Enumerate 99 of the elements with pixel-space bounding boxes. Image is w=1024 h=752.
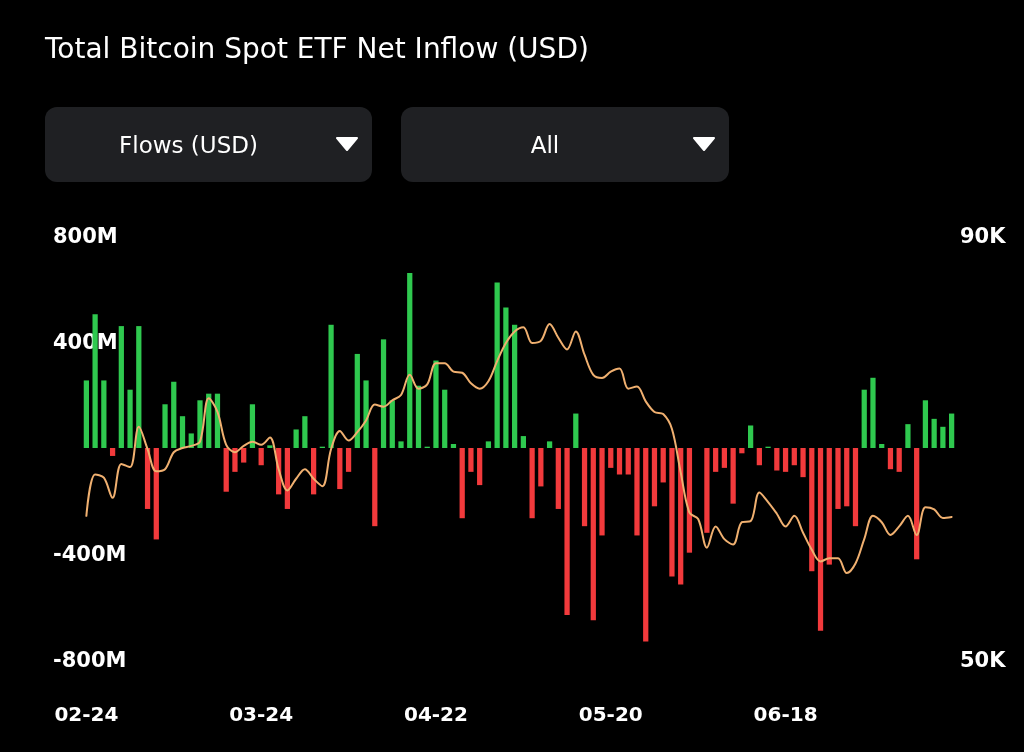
bar xyxy=(669,448,675,577)
bar xyxy=(625,448,631,475)
bar xyxy=(136,326,142,448)
bar xyxy=(284,448,291,509)
bar xyxy=(922,400,929,448)
bar xyxy=(450,444,457,448)
bar xyxy=(179,416,186,448)
bar xyxy=(127,389,133,448)
bar xyxy=(940,426,946,448)
bar xyxy=(800,448,806,478)
bar xyxy=(599,448,605,536)
bar xyxy=(608,448,614,468)
bar xyxy=(852,448,859,527)
bar xyxy=(398,441,404,448)
x-tick-label: 02-24 xyxy=(54,702,119,726)
bar xyxy=(826,448,832,565)
bar xyxy=(485,441,492,448)
x-tick-label: 04-22 xyxy=(403,702,468,726)
bar xyxy=(468,448,474,472)
bar xyxy=(782,448,789,472)
bar xyxy=(302,416,308,448)
y-tick-label: 800M xyxy=(53,224,118,248)
bar xyxy=(835,448,841,509)
bar xyxy=(354,353,360,448)
x-tick-label: 06-18 xyxy=(753,702,818,726)
bar xyxy=(581,448,588,527)
bar xyxy=(879,444,885,448)
bar xyxy=(372,448,378,527)
bar xyxy=(538,448,544,487)
bar xyxy=(380,339,387,448)
bar xyxy=(704,448,710,533)
bar xyxy=(477,448,483,486)
bar xyxy=(459,448,465,519)
bar xyxy=(651,448,658,507)
bar xyxy=(520,436,526,448)
bar xyxy=(293,429,299,448)
bar xyxy=(415,385,422,448)
bar xyxy=(223,448,229,492)
chart-title: Total Bitcoin Spot ETF Net Inflow (USD) xyxy=(45,32,589,65)
bar xyxy=(442,389,448,448)
bar xyxy=(512,324,518,448)
bar xyxy=(660,448,666,483)
bar xyxy=(153,448,159,540)
bar xyxy=(817,448,824,631)
bar xyxy=(407,273,413,448)
bar xyxy=(555,448,561,509)
bar xyxy=(887,448,894,470)
bar xyxy=(83,380,89,448)
bar xyxy=(258,448,264,466)
bar xyxy=(949,413,955,448)
bar xyxy=(931,418,937,448)
bar xyxy=(756,448,762,466)
bar xyxy=(328,324,334,448)
y2-tick-label: 90K xyxy=(960,224,1007,248)
y2-tick-label: 50K xyxy=(960,648,1007,672)
bar xyxy=(101,380,107,448)
bar xyxy=(162,404,168,448)
dropdown-field: All xyxy=(401,107,729,182)
bar xyxy=(529,448,535,519)
bar xyxy=(686,448,693,553)
bar xyxy=(494,282,500,448)
bar xyxy=(171,381,177,448)
bar xyxy=(564,448,570,615)
bar xyxy=(870,377,876,448)
y-tick-label: -800M xyxy=(53,648,127,672)
bar xyxy=(905,424,911,448)
bar xyxy=(109,448,116,456)
bar xyxy=(844,448,850,507)
bar xyxy=(267,445,273,448)
dropdown-field: Flows (USD) xyxy=(45,107,372,182)
bar xyxy=(713,448,719,472)
bar xyxy=(861,389,867,448)
bar xyxy=(503,307,509,448)
y-tick-label: -400M xyxy=(53,542,127,566)
bar xyxy=(573,413,579,448)
bar xyxy=(634,448,640,536)
bar xyxy=(249,404,256,448)
bar xyxy=(730,448,736,504)
bar xyxy=(389,400,395,448)
bar xyxy=(774,448,780,471)
bar xyxy=(546,441,553,448)
bar xyxy=(241,448,247,463)
bar xyxy=(914,448,920,560)
bar xyxy=(747,425,754,448)
bar xyxy=(896,448,902,472)
bar xyxy=(590,448,596,621)
bar xyxy=(791,448,797,466)
bar xyxy=(616,448,623,475)
bar xyxy=(232,448,238,472)
bar xyxy=(118,326,124,448)
bar xyxy=(643,448,649,642)
bar xyxy=(433,360,439,448)
bar xyxy=(721,448,728,468)
bar xyxy=(363,380,369,448)
bar xyxy=(809,448,815,572)
bar xyxy=(337,448,343,490)
x-tick-label: 05-20 xyxy=(578,702,643,726)
bar xyxy=(345,448,352,472)
x-tick-label: 03-24 xyxy=(229,702,294,726)
